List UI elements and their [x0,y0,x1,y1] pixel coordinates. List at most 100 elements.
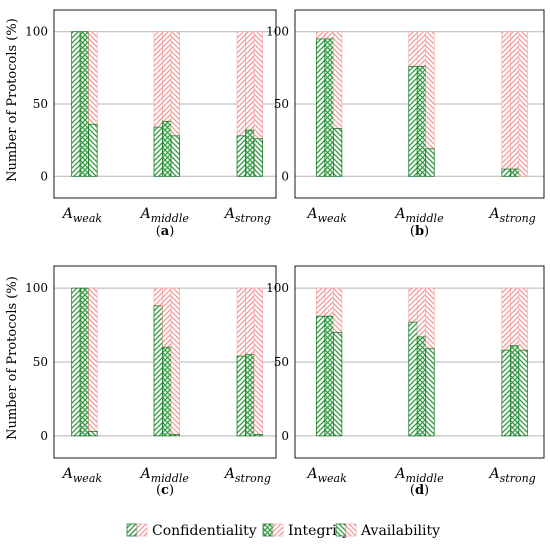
bar-availability [518,349,528,437]
panel-caption: (c) [156,483,174,498]
bar-remainder-availability [253,287,263,435]
bar-remainder-confidentiality [408,287,418,323]
bar-remainder-availability [170,287,180,435]
bar-remainder-confidentiality [316,31,326,40]
bar-availability [332,128,343,177]
bar-remainder-integrity [416,31,427,67]
bar-availability [425,348,435,437]
bar-remainder-availability [170,31,180,137]
y-tick-label: 0 [40,429,48,443]
bar-remainder-integrity [416,287,427,338]
y-tick-label: 50 [33,97,48,111]
bar-availability [88,431,98,437]
chart-panel-c: 0 50 100 Aweak Amiddle Astrong (c) [25,265,277,498]
bar-remainder-availability [333,287,343,333]
bar-remainder-integrity [162,31,172,122]
bar-confidentiality [71,31,81,177]
panel-caption: (d) [410,483,429,498]
plot-frame [53,265,277,459]
bar-remainder-availability [88,287,98,432]
y-tick-label: 100 [25,281,48,295]
bar-remainder-availability [425,31,435,150]
x-tick-label: Aweak [61,206,103,225]
x-tick-label: Aweak [305,206,347,225]
plot-frame [53,9,277,199]
x-tick-label: Astrong [488,466,536,485]
bar-confidentiality [153,305,163,437]
legend-label-confidentiality: Confidentiality [152,523,257,539]
bar-integrity [79,287,90,437]
bar-confidentiality [408,321,418,437]
bar-integrity [509,168,520,177]
bar-confidentiality [153,126,163,177]
y-tick-label: 100 [266,25,289,39]
bar-remainder-confidentiality [153,31,163,128]
bar-remainder-confidentiality [153,287,163,307]
x-tick-label: Amiddle [393,206,444,225]
legend-swatch-green [262,523,274,537]
bar-integrity [324,38,334,177]
bar-availability [253,433,263,437]
bar-integrity [79,31,90,177]
bar-remainder-integrity [324,31,334,40]
y-tick-label: 50 [274,355,289,369]
bar-remainder-confidentiality [408,31,418,67]
bar-integrity [509,345,520,437]
x-tick-label: Astrong [223,206,271,225]
x-tick-label: Aweak [61,466,103,485]
bar-integrity [162,120,172,177]
bar-remainder-confidentiality [236,31,246,137]
bar-confidentiality [501,168,511,177]
bar-integrity [324,315,334,437]
bar-confidentiality [236,355,246,437]
x-tick-label: Amiddle [393,466,444,485]
bar-remainder-confidentiality [501,31,511,170]
y-tick-label: 0 [281,169,289,183]
x-tick-label: Astrong [488,206,536,225]
bar-remainder-availability [333,31,343,129]
bar-remainder-integrity [324,287,334,317]
bar-remainder-confidentiality [236,287,246,357]
bar-remainder-confidentiality [316,287,326,317]
bar-remainder-availability [425,287,435,350]
bar-remainder-integrity [510,31,520,170]
bar-availability [170,433,180,437]
bar-confidentiality [315,315,326,437]
legend-swatch-red [272,523,284,537]
bar-remainder-integrity [245,31,255,131]
bar-integrity [162,346,172,437]
bar-confidentiality [501,349,511,437]
chart-panel-b: 0 50 100 Aweak Amiddle Astrong (b) [266,9,545,239]
bar-remainder-availability [518,31,528,177]
x-tick-label: Aweak [305,466,347,485]
legend-swatch-red [136,523,148,537]
legend-label-availability: Availability [360,523,440,539]
x-tick-label: Amiddle [139,466,190,485]
bar-confidentiality [71,287,81,437]
legend-swatch-green [335,523,347,537]
bar-remainder-integrity [510,287,520,347]
legend-label-integrity: Integrity [288,523,350,539]
chart-panel-a: 0 50 100 Aweak Amiddle Astrong (a) [25,9,277,239]
panel-caption: (a) [156,224,175,239]
bar-availability [88,123,98,177]
plot-frame [294,9,545,199]
bar-availability [425,148,435,177]
chart-panel-d: 0 50 100 Aweak Amiddle Astrong (d) [266,265,545,498]
y-tick-label: 0 [281,429,289,443]
panel-caption: (b) [410,224,429,239]
legend-swatch-red [345,523,357,537]
x-tick-label: Amiddle [139,206,190,225]
bar-confidentiality [236,135,246,177]
bar-remainder-integrity [245,287,255,355]
bar-integrity [416,336,427,437]
bar-availability [332,332,343,437]
bar-remainder-availability [88,31,98,125]
bar-availability [253,138,263,177]
bar-integrity [416,66,427,177]
bar-remainder-availability [253,31,263,140]
bar-integrity [245,129,255,177]
y-tick-label: 50 [33,355,48,369]
y-tick-label: 100 [25,25,48,39]
